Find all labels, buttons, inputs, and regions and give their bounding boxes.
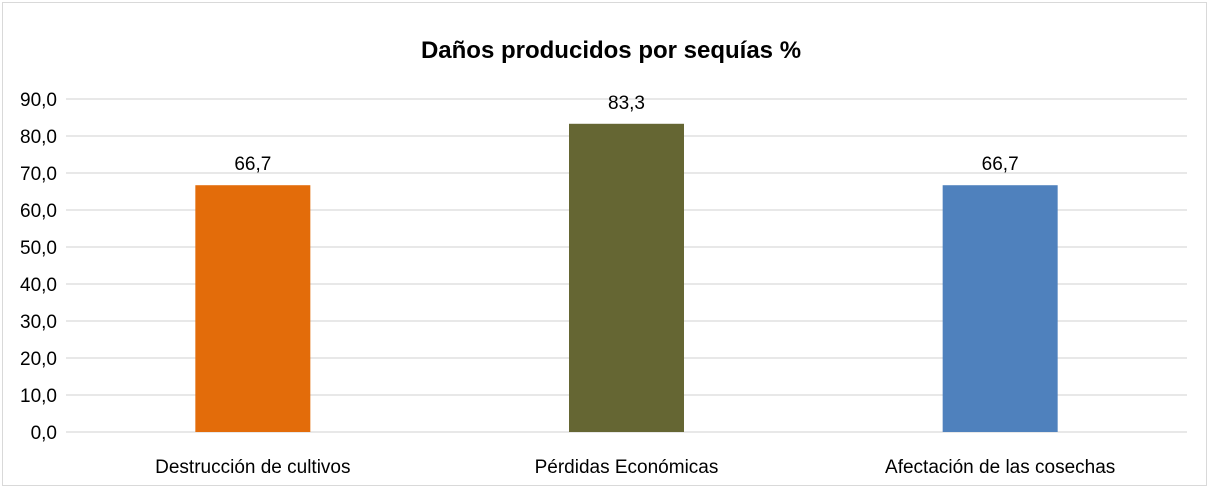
bar: [569, 123, 684, 432]
y-tick-label: 60,0: [20, 201, 57, 222]
bar: [195, 185, 311, 432]
bars: [195, 123, 1058, 432]
x-axis-categories: Destrucción de cultivos Pérdidas Económic…: [155, 457, 1115, 478]
y-tick-label: 90,0: [20, 90, 57, 111]
x-category-label: Afectación de las cosechas: [885, 457, 1115, 478]
x-category-label: Destrucción de cultivos: [155, 457, 350, 478]
bar: [942, 185, 1058, 432]
y-tick-label: 30,0: [20, 312, 57, 333]
data-labels: 66,7 83,3 66,7: [234, 93, 1018, 175]
data-label: 83,3: [608, 93, 645, 114]
y-axis-ticks: 0,0 10,0 20,0 30,0 40,0 50,0 60,0 70,0 80,0 90,0: [20, 90, 57, 444]
data-label: 66,7: [982, 154, 1019, 175]
y-tick-label: 40,0: [20, 275, 57, 296]
y-tick-label: 10,0: [20, 386, 57, 407]
y-tick-label: 80,0: [20, 127, 57, 148]
chart-title: Daños producidos por sequías %: [421, 37, 801, 64]
data-label: 66,7: [234, 154, 271, 175]
y-tick-label: 20,0: [20, 349, 57, 370]
x-category-label: Pérdidas Económicas: [535, 457, 719, 478]
y-tick-label: 0,0: [31, 423, 57, 444]
y-tick-label: 50,0: [20, 238, 57, 259]
y-tick-label: 70,0: [20, 164, 57, 185]
